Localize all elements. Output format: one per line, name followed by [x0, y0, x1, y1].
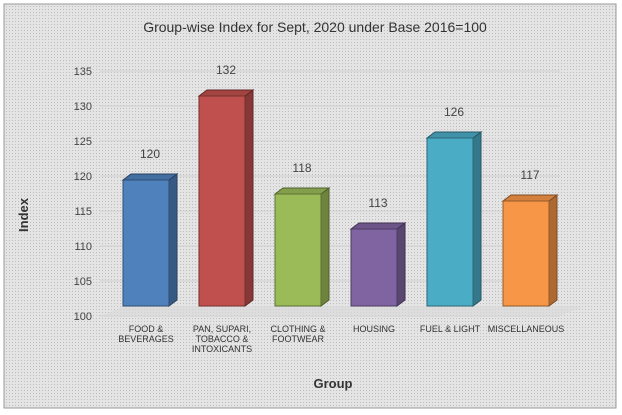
x-tick-label: MISCELLANEOUS [488, 324, 565, 334]
y-tick-label: 115 [74, 206, 92, 218]
data-label: 113 [368, 196, 387, 210]
y-tick-label: 120 [74, 171, 92, 183]
x-tick-label: FUEL & LIGHT [420, 324, 481, 334]
bar [350, 228, 398, 307]
x-tick-label: HOUSING [353, 324, 395, 334]
bar [122, 179, 170, 307]
x-tick-label: CLOTHING & FOOTWEAR [270, 324, 325, 344]
bar [198, 95, 246, 307]
data-label: 126 [444, 105, 464, 119]
bar-side [548, 194, 558, 307]
bar-top [273, 187, 331, 195]
y-axis-label: Index [16, 197, 31, 232]
y-tick-label: 100 [74, 311, 92, 323]
floor [100, 306, 585, 316]
x-tick-label: PAN, SUPARI, TOBACCO & INTOXICANTS [192, 324, 252, 354]
data-label: 117 [520, 168, 539, 182]
x-axis-label: Group [314, 376, 353, 391]
bar-top [349, 222, 407, 230]
bar-side [396, 222, 406, 307]
data-label: 132 [216, 63, 236, 77]
bar-side [244, 89, 254, 307]
data-label: 118 [292, 161, 311, 175]
bar-top [425, 131, 483, 139]
bar [426, 137, 474, 307]
bar [502, 200, 550, 307]
bar-top [197, 89, 255, 97]
y-tick-label: 135 [74, 66, 92, 78]
bar-side [472, 131, 482, 307]
y-tick-label: 110 [74, 241, 92, 253]
bar-side [168, 173, 178, 307]
y-tick-label: 105 [74, 276, 92, 288]
bar [274, 193, 322, 307]
y-tick-label: 130 [74, 101, 92, 113]
bar-top [501, 194, 559, 202]
y-tick-label: 125 [74, 136, 92, 148]
bar-side [320, 187, 330, 307]
chart-title: Group-wise Index for Sept, 2020 under Ba… [143, 19, 487, 35]
data-label: 120 [140, 147, 160, 161]
x-tick-label: FOOD & BEVERAGES [118, 324, 174, 344]
bar-top [121, 173, 179, 181]
